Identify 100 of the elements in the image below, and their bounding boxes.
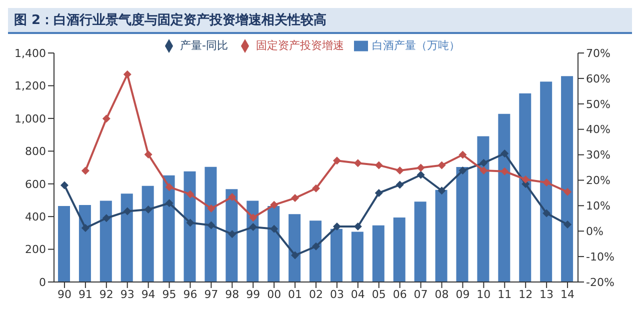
point [102, 114, 110, 123]
x-tick-label: 04 [350, 288, 365, 301]
bar [330, 228, 342, 282]
point [438, 186, 446, 195]
point [564, 220, 572, 228]
bar [477, 136, 490, 282]
point [291, 194, 300, 202]
y-tick-label: 200 [25, 243, 46, 256]
point [500, 150, 509, 158]
point [438, 161, 446, 170]
point [228, 193, 236, 202]
y2-tick-label: 70% [586, 46, 610, 60]
point [480, 166, 488, 175]
point [81, 166, 90, 175]
point [332, 222, 341, 231]
point [165, 199, 174, 208]
y2-tick-label: -20% [586, 276, 614, 289]
bar [435, 190, 448, 282]
bar [414, 202, 426, 282]
x-tick-label: 01 [288, 288, 302, 301]
point [542, 209, 551, 218]
point [564, 188, 572, 196]
y-tick-label: 800 [25, 145, 46, 158]
y2-tick-label: 40% [586, 123, 610, 136]
legend-label: 白酒产量（万吨） [372, 39, 460, 52]
bar [142, 186, 154, 282]
point [228, 230, 236, 238]
x-tick-label: 13 [540, 288, 554, 301]
x-tick-label: 94 [141, 288, 156, 301]
x-tick-label: 92 [99, 288, 114, 301]
point [165, 183, 174, 192]
point [542, 178, 551, 187]
point [207, 221, 216, 230]
point [102, 214, 110, 222]
bar [204, 166, 217, 282]
y2-tick-label: 0% [586, 225, 604, 238]
x-tick-label: 12 [518, 288, 533, 301]
legend-label: 产量-同比 [180, 39, 228, 52]
chart-title: 图 2：白酒行业景气度与固定资产投资增速相关性较高 [8, 8, 632, 34]
point [249, 214, 258, 222]
point [312, 242, 320, 250]
y-tick-label: 1,000 [14, 112, 46, 126]
point [374, 188, 383, 197]
point [249, 223, 258, 232]
bar [519, 93, 532, 282]
legend-label: 固定资产投资增速 [256, 39, 344, 52]
bar [226, 189, 238, 282]
bar [310, 220, 322, 282]
point [270, 224, 278, 233]
y2-tick-label: 10% [586, 200, 610, 213]
x-tick-label: 06 [392, 288, 407, 301]
x-tick-label: 05 [372, 288, 386, 301]
point [60, 181, 68, 190]
x-tick-label: 03 [330, 288, 344, 301]
bar [184, 171, 196, 282]
y-tick-label: 1,400 [14, 46, 46, 60]
point [144, 150, 152, 159]
bar [288, 214, 301, 282]
x-tick-label: 07 [414, 288, 428, 301]
point [81, 224, 90, 232]
x-tick-label: 10 [476, 288, 491, 301]
point [396, 180, 404, 189]
bar [498, 114, 510, 282]
bar [540, 82, 552, 282]
point [332, 156, 341, 165]
y-tick-label: 0 [39, 276, 46, 289]
point [396, 166, 404, 175]
point [458, 166, 467, 175]
point [522, 175, 530, 184]
point [123, 207, 132, 216]
y2-tick-label: 50% [586, 98, 610, 111]
y2-tick-label: 30% [586, 148, 610, 162]
bar [393, 218, 406, 282]
point [458, 150, 467, 159]
x-tick-label: 99 [246, 288, 260, 301]
bar [456, 167, 468, 282]
x-tick-label: 09 [456, 288, 470, 301]
bar [162, 175, 175, 282]
point [354, 159, 362, 168]
point [123, 70, 132, 78]
point [186, 218, 194, 227]
point [374, 161, 383, 170]
x-tick-label: 93 [120, 288, 134, 301]
point [186, 190, 194, 198]
x-tick-label: 91 [78, 288, 92, 301]
x-tick-label: 02 [309, 288, 323, 301]
y2-tick-label: -10% [586, 250, 614, 264]
bar [78, 204, 91, 282]
bar [246, 200, 259, 282]
bar [120, 194, 133, 282]
x-tick-label: 00 [267, 288, 282, 301]
point [144, 205, 152, 214]
point [270, 200, 278, 209]
x-tick-label: 95 [162, 288, 176, 301]
bar [268, 206, 280, 282]
y-tick-label: 600 [25, 178, 46, 191]
y-tick-label: 400 [25, 210, 46, 224]
point [291, 251, 300, 260]
x-tick-label: 96 [183, 288, 198, 301]
x-tick-label: 08 [434, 288, 449, 301]
